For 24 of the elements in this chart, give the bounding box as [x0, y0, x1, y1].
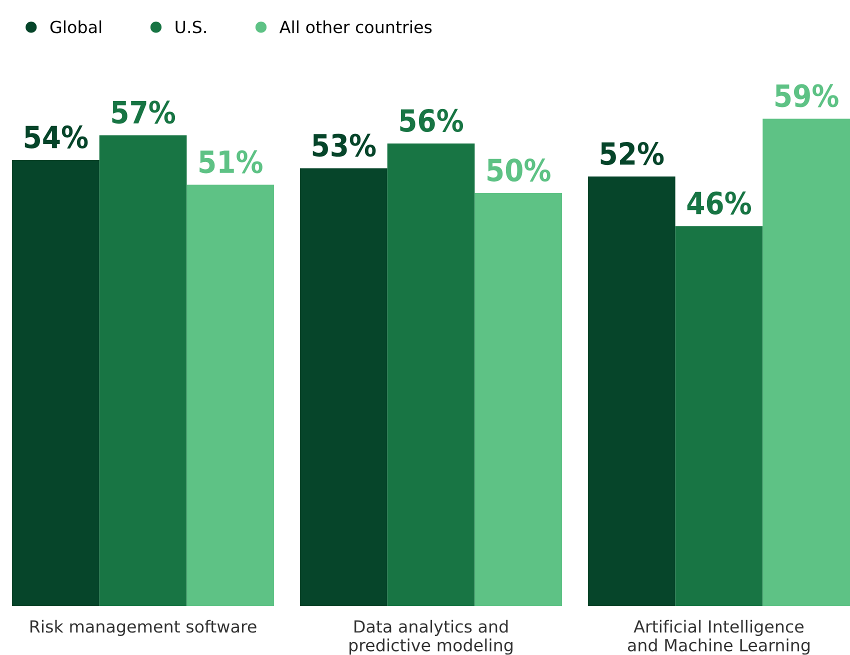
- data-label: 53%: [312, 134, 376, 157]
- data-label: 56%: [400, 108, 464, 132]
- bar: [387, 144, 475, 606]
- bar: [588, 176, 676, 606]
- data-label: 52%: [600, 142, 664, 166]
- bar: [675, 226, 763, 606]
- legend-label: All other countries: [279, 20, 432, 34]
- data-label: 59%: [776, 84, 838, 108]
- bar: [12, 160, 100, 606]
- data-label: 57%: [112, 100, 176, 124]
- x-tick-label: Risk management software: [30, 620, 256, 636]
- bar: [186, 184, 274, 606]
- data-label: 50%: [488, 158, 550, 182]
- data-label: 51%: [200, 150, 262, 174]
- data-label: 54%: [24, 125, 88, 149]
- bar: [474, 193, 562, 606]
- legend-label: U.S.: [176, 20, 206, 34]
- x-tick-label: Data analytics and predictive modeling: [350, 620, 512, 655]
- bar: [762, 118, 850, 606]
- data-label: 46%: [687, 192, 752, 215]
- bar: [99, 135, 187, 606]
- bar: [300, 168, 388, 606]
- legend-label: Global: [50, 20, 102, 34]
- x-tick-label: Artificial Intelligence and Machine Learning: [628, 620, 810, 655]
